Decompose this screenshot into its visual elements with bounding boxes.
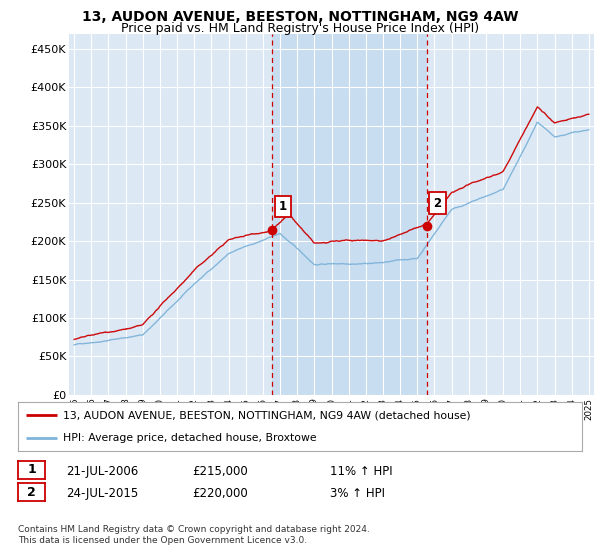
Text: 1: 1: [27, 463, 36, 477]
Text: 13, AUDON AVENUE, BEESTON, NOTTINGHAM, NG9 4AW (detached house): 13, AUDON AVENUE, BEESTON, NOTTINGHAM, N…: [63, 410, 471, 421]
Text: 2: 2: [434, 197, 442, 209]
Text: 21-JUL-2006: 21-JUL-2006: [66, 465, 138, 478]
Text: 2: 2: [27, 486, 36, 499]
Text: Price paid vs. HM Land Registry's House Price Index (HPI): Price paid vs. HM Land Registry's House …: [121, 22, 479, 35]
Text: 3% ↑ HPI: 3% ↑ HPI: [330, 487, 385, 501]
Text: 24-JUL-2015: 24-JUL-2015: [66, 487, 138, 501]
Text: 13, AUDON AVENUE, BEESTON, NOTTINGHAM, NG9 4AW: 13, AUDON AVENUE, BEESTON, NOTTINGHAM, N…: [82, 10, 518, 24]
Bar: [272, 34, 427, 395]
Text: £220,000: £220,000: [192, 487, 248, 501]
Text: 11% ↑ HPI: 11% ↑ HPI: [330, 465, 392, 478]
Text: £215,000: £215,000: [192, 465, 248, 478]
Text: 1: 1: [279, 200, 287, 213]
Text: Contains HM Land Registry data © Crown copyright and database right 2024.
This d: Contains HM Land Registry data © Crown c…: [18, 525, 370, 545]
Text: HPI: Average price, detached house, Broxtowe: HPI: Average price, detached house, Brox…: [63, 433, 317, 444]
